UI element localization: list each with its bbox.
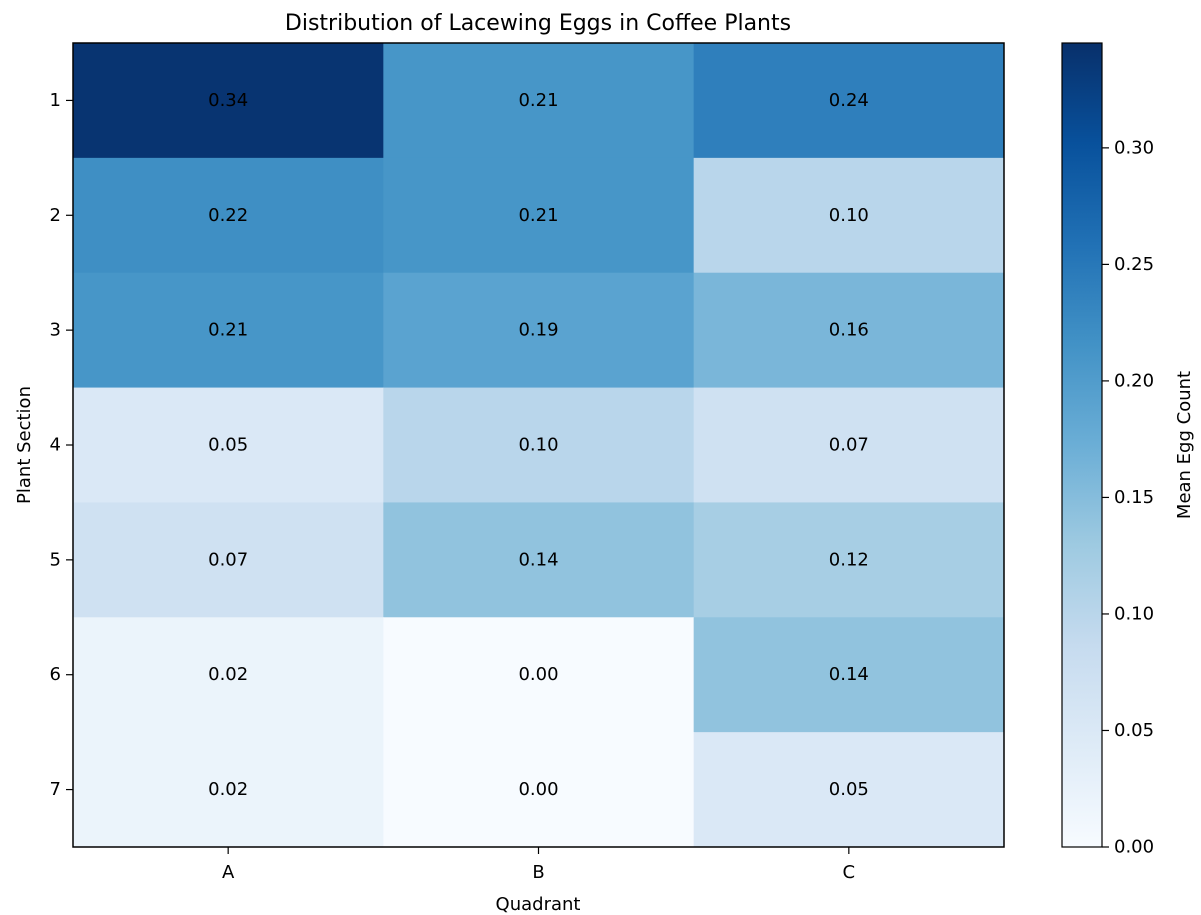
cell-value-label-r3-cA: 0.21	[208, 320, 248, 341]
cell-value-label-r1-cB: 0.21	[518, 90, 558, 111]
colorbar-tick-label: 0.30	[1114, 137, 1154, 158]
heatmap-cell-r6-cB	[383, 617, 695, 733]
heatmap-cell-r5-cA	[73, 502, 384, 618]
cell-value-label-r6-cC: 0.14	[829, 664, 869, 685]
heatmap-cell-r1-cB	[383, 43, 695, 159]
cell-value-label-r1-cA: 0.34	[208, 90, 248, 111]
x-tick-label: B	[532, 862, 544, 883]
cell-value-label-r3-cB: 0.19	[518, 320, 558, 341]
heatmap-cell-r5-cC	[693, 502, 1005, 618]
colorbar-tick-label: 0.00	[1114, 837, 1154, 858]
colorbar-tick-label: 0.15	[1114, 487, 1154, 508]
heatmap-cell-r4-cA	[73, 387, 384, 503]
chart-title: Distribution of Lacewing Eggs in Coffee …	[285, 11, 791, 36]
colorbar	[1061, 42, 1103, 848]
heatmap-cells	[73, 43, 1005, 848]
heatmap-cell-r6-cC	[693, 617, 1005, 733]
colorbar-ticks: 0.00 0.05 0.10 0.15 0.20 0.25 0.30	[1102, 137, 1154, 858]
heatmap-cell-r3-cA	[73, 272, 384, 389]
heatmap-cell-r2-cA	[73, 157, 384, 274]
cell-value-label-r2-cA: 0.22	[208, 205, 248, 226]
y-tick-label: 7	[50, 779, 61, 800]
heatmap-cell-r4-cB	[383, 387, 695, 503]
cell-value-label-r7-cB: 0.00	[518, 779, 558, 800]
cell-value-label-r5-cB: 0.14	[518, 549, 558, 570]
cell-value-label-r4-cA: 0.05	[208, 435, 248, 456]
heatmap-cell-r2-cC	[693, 157, 1005, 274]
y-axis-ticks: 1 2 3 4 5 6 7	[50, 90, 73, 800]
heatmap-cell-r1-cA	[73, 43, 384, 159]
cell-value-label-r6-cA: 0.02	[208, 664, 248, 685]
heatmap-cell-r5-cB	[383, 502, 695, 618]
y-tick-label: 1	[50, 90, 61, 111]
cell-value-label-r4-cB: 0.10	[518, 435, 558, 456]
heatmap-cell-r7-cB	[383, 732, 695, 848]
x-tick-label: C	[843, 862, 856, 883]
y-tick-label: 6	[50, 664, 61, 685]
heatmap-cell-labels: 0.34 0.21 0.24 0.22 0.21 0.10 0.21 0.19 0.16 0.05…	[208, 90, 869, 800]
heatmap-cell-r4-cC	[693, 387, 1005, 503]
cell-value-label-r2-cB: 0.21	[518, 205, 558, 226]
y-tick-label: 2	[50, 205, 61, 226]
colorbar-tick-label: 0.20	[1114, 370, 1154, 391]
cell-value-label-r4-cC: 0.07	[829, 435, 869, 456]
cell-value-label-r7-cA: 0.02	[208, 779, 248, 800]
heatmap-cell-r3-cB	[383, 272, 695, 389]
x-tick-label: A	[222, 862, 235, 883]
y-tick-label: 5	[50, 549, 61, 570]
heatmap-cell-r6-cA	[73, 617, 384, 733]
heatmap-cell-r7-cA	[73, 732, 384, 848]
x-axis-ticks: A B C	[222, 847, 855, 883]
colorbar-tick-label: 0.05	[1114, 720, 1154, 741]
x-axis-label: Quadrant	[496, 894, 581, 915]
cell-value-label-r1-cC: 0.24	[829, 90, 869, 111]
cell-value-label-r6-cB: 0.00	[518, 664, 558, 685]
y-axis-label: Plant Section	[14, 386, 35, 504]
heatmap-cell-r7-cC	[693, 732, 1005, 848]
y-tick-label: 4	[50, 435, 61, 456]
cell-value-label-r3-cC: 0.16	[829, 320, 869, 341]
cell-value-label-r5-cA: 0.07	[208, 549, 248, 570]
cell-value-label-r7-cC: 0.05	[829, 779, 869, 800]
heatmap-cell-r2-cB	[383, 157, 695, 274]
heatmap-cell-r3-cC	[693, 272, 1005, 389]
colorbar-label: Mean Egg Count	[1174, 371, 1195, 519]
cell-value-label-r5-cC: 0.12	[829, 549, 869, 570]
colorbar-tick-label: 0.25	[1114, 254, 1154, 275]
y-tick-label: 3	[50, 320, 61, 341]
cell-value-label-r2-cC: 0.10	[829, 205, 869, 226]
colorbar-tick-label: 0.10	[1114, 603, 1154, 624]
heatmap-cell-r1-cC	[693, 43, 1005, 159]
